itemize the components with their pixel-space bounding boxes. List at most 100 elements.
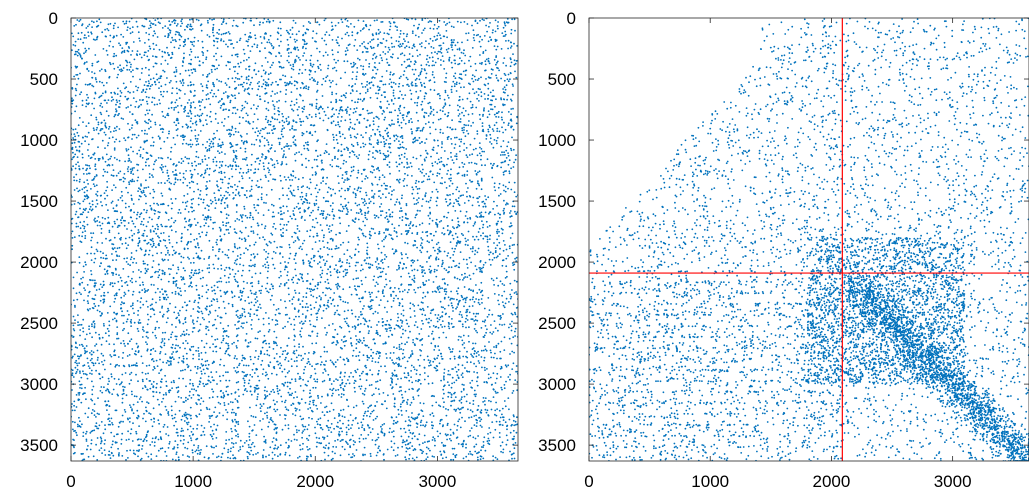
data-point: [479, 424, 482, 427]
data-point: [495, 420, 498, 423]
data-point: [276, 118, 279, 121]
data-point: [448, 438, 451, 440]
data-point: [473, 328, 476, 330]
data-point: [131, 138, 133, 140]
data-point: [330, 81, 332, 84]
data-point: [380, 184, 383, 187]
data-point: [175, 344, 177, 347]
data-point: [356, 133, 359, 136]
data-point: [241, 216, 243, 219]
data-point: [238, 317, 241, 319]
data-point: [443, 392, 445, 395]
data-point: [471, 104, 474, 106]
data-point: [266, 290, 269, 293]
data-point: [215, 445, 218, 448]
data-point: [241, 238, 243, 241]
data-point: [160, 63, 163, 65]
data-point: [294, 159, 297, 162]
data-point: [357, 57, 359, 60]
data-point: [175, 272, 178, 275]
data-point: [240, 139, 243, 142]
data-point: [284, 350, 287, 352]
data-point: [175, 283, 178, 286]
data-point: [254, 160, 257, 163]
data-point: [452, 458, 455, 461]
data-point: [122, 322, 125, 324]
data-point: [126, 68, 129, 71]
data-point: [133, 180, 136, 183]
data-point: [386, 328, 388, 330]
data-point: [136, 67, 139, 70]
data-point: [346, 249, 349, 252]
data-point: [279, 246, 282, 248]
data-point: [364, 47, 367, 49]
data-point: [264, 227, 266, 230]
data-point: [107, 209, 109, 212]
data-point: [119, 211, 122, 214]
data-point: [362, 268, 364, 271]
data-point: [186, 417, 189, 420]
data-point: [132, 203, 135, 205]
data-point: [294, 254, 297, 257]
data-point: [390, 99, 393, 101]
data-point: [301, 195, 304, 198]
data-point: [504, 244, 506, 246]
data-point: [153, 202, 155, 205]
data-point: [443, 297, 446, 300]
data-point: [473, 137, 476, 140]
data-point: [87, 96, 89, 99]
data-point: [206, 326, 209, 328]
data-point: [387, 46, 390, 49]
data-point: [379, 205, 381, 208]
data-point: [419, 373, 421, 376]
data-point: [505, 434, 508, 437]
data-point: [503, 336, 506, 339]
data-point: [179, 25, 182, 27]
data-point: [91, 336, 93, 339]
data-point: [130, 428, 133, 431]
data-point: [287, 438, 290, 441]
data-point: [310, 409, 313, 412]
data-point: [79, 324, 81, 326]
data-point: [249, 315, 252, 318]
data-point: [197, 330, 200, 333]
data-point: [126, 449, 128, 452]
data-point: [178, 33, 181, 36]
data-point: [477, 94, 480, 96]
data-point: [259, 303, 261, 306]
data-point: [128, 159, 131, 162]
data-point: [272, 46, 275, 48]
data-point: [137, 380, 139, 383]
data-point: [328, 410, 331, 413]
data-point: [203, 385, 206, 388]
data-point: [323, 451, 326, 454]
data-point: [307, 448, 309, 451]
data-point: [487, 249, 490, 252]
data-point: [83, 347, 86, 350]
data-point: [392, 300, 395, 302]
data-point: [346, 49, 349, 52]
data-point: [363, 45, 366, 48]
data-point: [199, 190, 202, 192]
data-point: [474, 162, 476, 165]
data-point: [170, 229, 173, 232]
data-point: [149, 192, 152, 195]
data-point: [302, 430, 304, 432]
data-point: [82, 327, 84, 329]
data-point: [146, 55, 149, 58]
data-point: [364, 276, 367, 279]
data-point: [145, 452, 148, 455]
data-point: [288, 243, 291, 246]
data-point: [345, 441, 348, 444]
data-point: [180, 294, 183, 297]
data-point: [158, 422, 161, 425]
data-point: [278, 389, 281, 392]
data-point: [511, 320, 513, 323]
data-point: [132, 222, 135, 225]
data-point: [458, 320, 460, 323]
data-point: [167, 156, 169, 159]
data-point: [223, 274, 226, 277]
data-point: [245, 40, 248, 42]
data-point: [141, 378, 144, 381]
data-point: [490, 400, 492, 403]
